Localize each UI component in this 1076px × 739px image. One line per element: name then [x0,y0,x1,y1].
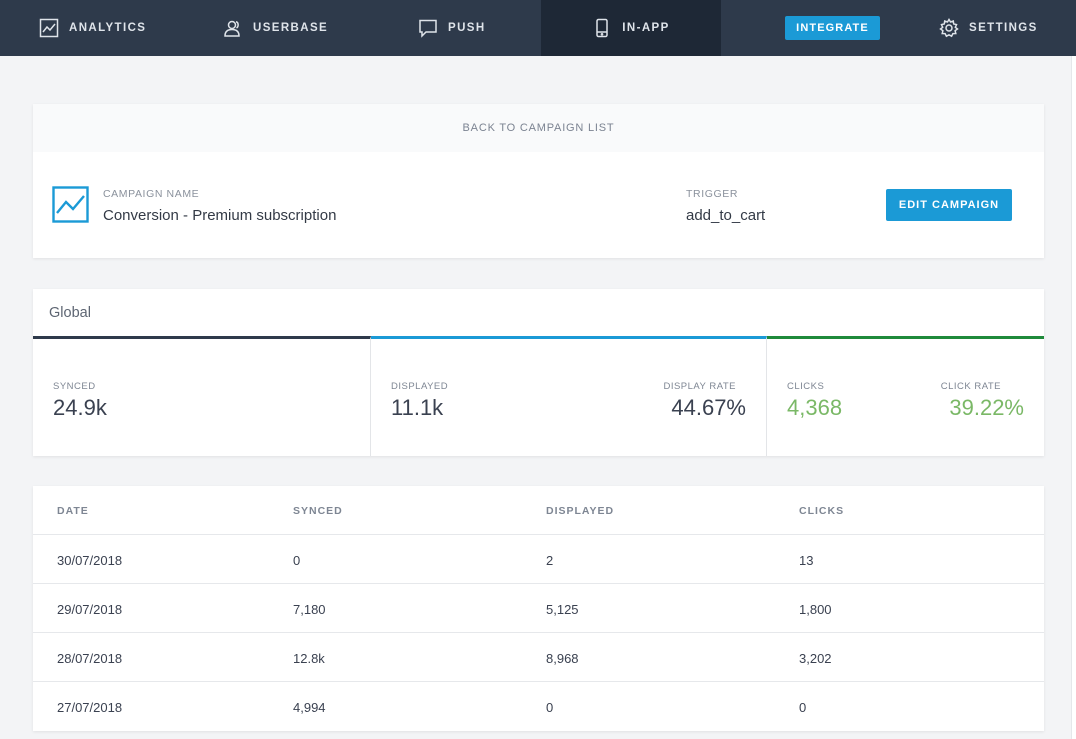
global-title: Global [49,305,91,321]
synced-label: SYNCED [53,381,96,392]
users-icon [224,20,240,37]
chat-bubble-icon [419,19,437,38]
chart-line-icon [52,186,89,223]
campaign-name-label: CAMPAIGN NAME [103,188,200,200]
nav-analytics-label: ANALYTICS [69,22,147,34]
back-to-campaign-list-link[interactable]: BACK TO CAMPAIGN LIST [33,104,1044,152]
clicks-cell: 3,202 [799,651,832,666]
clicks-cell: 1,800 [799,602,832,617]
column-header-date[interactable]: DATE [57,505,89,517]
trigger-value: add_to_cart [686,207,766,224]
clicks-cell: 13 [799,553,814,568]
click-rate-value: 39.22% [949,395,1024,420]
nav-in-app[interactable]: IN-APP [541,0,721,56]
table-row: 29/07/2018 7,180 5,125 1,800 [33,583,1044,632]
clicks-label: CLICKS [787,381,825,392]
clicks-value: 4,368 [787,395,843,420]
date-cell: 27/07/2018 [57,700,123,715]
daily-stats-table: DATE SYNCED DISPLAYED CLICKS 30/07/2018 … [33,486,1044,731]
date-cell: 30/07/2018 [57,553,123,568]
column-header-displayed[interactable]: DISPLAYED [546,505,615,517]
displayed-value: 11.1k [391,395,444,420]
table-row: 27/07/2018 4,994 0 0 [33,681,1044,730]
nav-in-app-label: IN-APP [622,22,670,34]
nav-settings-label: SETTINGS [969,22,1038,34]
nav-settings[interactable]: SETTINGS [939,0,1038,56]
column-header-clicks[interactable]: CLICKS [799,505,845,517]
nav-analytics[interactable]: ANALYTICS [39,0,146,56]
nav-userbase-label: USERBASE [253,22,329,34]
synced-cell: 4,994 [293,700,326,715]
global-stats-card: Global SYNCED 24.9k DISPLAYED 11.1k DISP… [33,289,1044,456]
display-rate-value: 44.67% [671,395,746,420]
synced-cell: 7,180 [293,602,326,617]
campaign-card: BACK TO CAMPAIGN LIST CAMPAIGN NAME Conv… [33,104,1044,258]
click-rate-label: CLICK RATE [940,381,1001,392]
phone-icon [596,18,609,38]
nav-userbase[interactable]: USERBASE [223,0,328,56]
clicks-stat: CLICKS 4,368 CLICK RATE 39.22% [767,336,1044,456]
synced-stat: SYNCED 24.9k [33,336,371,456]
display-rate-label: DISPLAY RATE [663,381,736,392]
top-navigation: ANALYTICS USERBASE PUSH IN-APP INTEGRATE… [0,0,1076,56]
date-cell: 28/07/2018 [57,651,123,666]
table-row: 30/07/2018 0 2 13 [33,534,1044,583]
displayed-stat: DISPLAYED 11.1k DISPLAY RATE 44.67% [371,336,767,456]
synced-cell: 12.8k [293,651,325,666]
synced-value: 24.9k [53,395,107,420]
campaign-name: Conversion - Premium subscription [103,207,337,224]
displayed-cell: 5,125 [546,602,579,617]
column-header-synced[interactable]: SYNCED [293,505,343,517]
date-cell: 29/07/2018 [57,602,123,617]
trigger-label: TRIGGER [686,188,739,200]
nav-push-label: PUSH [448,22,486,34]
nav-push[interactable]: PUSH [418,0,486,56]
displayed-cell: 2 [546,553,554,568]
edit-campaign-button[interactable]: EDIT CAMPAIGN [886,189,1012,221]
clicks-cell: 0 [799,700,807,715]
table-row: 28/07/2018 12.8k 8,968 3,202 [33,632,1044,681]
analytics-icon [39,18,59,38]
synced-cell: 0 [293,553,301,568]
displayed-label: DISPLAYED [391,381,449,392]
gear-icon [939,18,959,38]
integrate-button[interactable]: INTEGRATE [785,16,880,40]
displayed-cell: 0 [546,700,554,715]
displayed-cell: 8,968 [546,651,579,666]
scrollbar-track[interactable] [1071,56,1076,739]
